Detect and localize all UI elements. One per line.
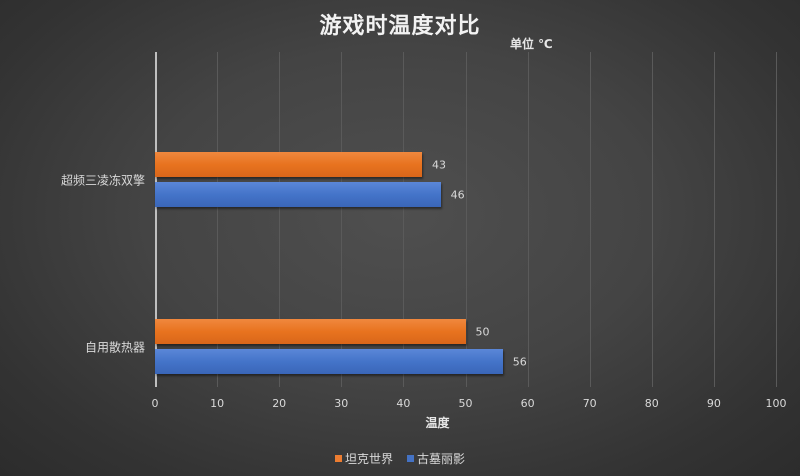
legend-swatch-orange [334, 455, 342, 462]
x-tick-label: 80 [644, 397, 659, 410]
legend-swatch-blue [407, 455, 414, 462]
data-label: 43 [432, 158, 447, 171]
gridline [651, 52, 653, 387]
gridline [589, 52, 591, 387]
gridline [713, 52, 715, 387]
gridline [217, 52, 219, 387]
x-tick-label: 10 [210, 397, 225, 410]
x-axis-title: 温度 [425, 416, 450, 430]
bar-tomb-raider[interactable] [155, 349, 503, 374]
chart-title: 游戏时温度对比 [319, 14, 481, 39]
legend: 坦克世界 古墓丽影 [0, 450, 800, 467]
data-label: 50 [475, 325, 490, 338]
gridline [403, 52, 405, 387]
legend-item-series-0[interactable]: 坦克世界 [334, 450, 393, 467]
gridline [527, 52, 529, 387]
category-label: 超频三凌冻双擎 [60, 173, 145, 187]
gridline [465, 52, 467, 387]
y-axis-line [155, 52, 157, 387]
x-tick-label: 100 [765, 397, 787, 410]
bar-tomb-raider[interactable] [155, 182, 441, 207]
gridline [341, 52, 343, 387]
x-tick-label: 40 [396, 397, 411, 410]
x-tick-label: 90 [706, 397, 721, 410]
data-label: 46 [450, 188, 465, 201]
x-tick-label: 60 [520, 397, 535, 410]
x-tick-label: 50 [458, 397, 473, 410]
gridline [279, 52, 281, 387]
x-tick-label: 30 [334, 397, 349, 410]
category-label: 自用散热器 [84, 340, 145, 354]
gridline [776, 52, 777, 387]
x-tick-label: 70 [582, 397, 597, 410]
legend-label: 坦克世界 [344, 452, 393, 466]
x-tick-label: 0 [151, 397, 159, 410]
legend-label: 古墓丽影 [417, 452, 466, 466]
legend-item-series-1[interactable]: 古墓丽影 [407, 450, 465, 467]
bar-tank-world[interactable] [155, 152, 423, 177]
x-tick-label: 20 [272, 397, 287, 410]
data-label: 56 [512, 355, 527, 368]
bar-tank-world[interactable] [155, 319, 466, 344]
unit-label: 单位 ℃ [510, 37, 553, 51]
plot-area: 43 46 50 56 [155, 52, 777, 387]
